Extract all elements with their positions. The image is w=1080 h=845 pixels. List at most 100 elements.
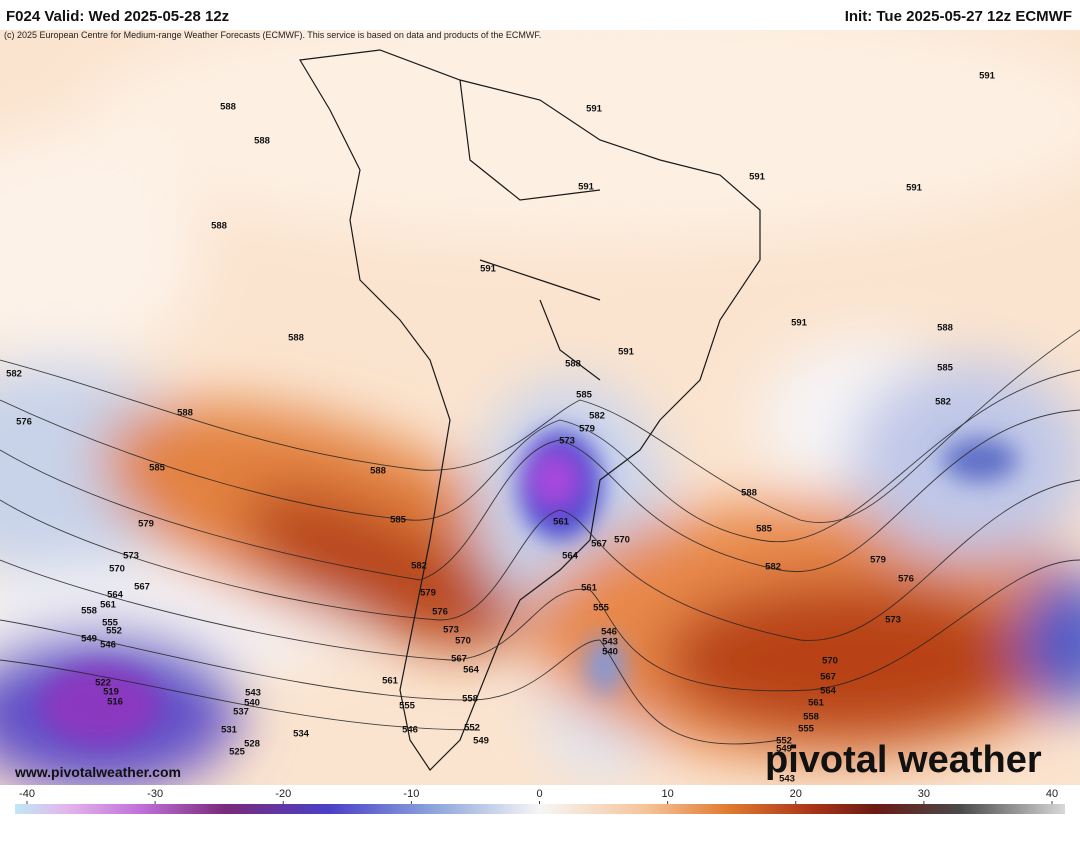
contour-label: 591 <box>578 182 595 193</box>
contour-label: 573 <box>885 615 901 626</box>
colorbar <box>15 804 1065 814</box>
contour-label: 579 <box>579 424 595 435</box>
contour-label: 576 <box>432 607 448 618</box>
contour-label: 516 <box>107 697 123 708</box>
contour-label: 591 <box>618 347 635 358</box>
contour-label: 570 <box>455 636 471 647</box>
contour-label: 582 <box>411 561 427 572</box>
colorbar-tick-label: 0 <box>536 788 542 800</box>
contour-label: 561 <box>553 517 570 528</box>
contour-label: 564 <box>820 686 837 697</box>
contour-label: 588 <box>211 221 227 232</box>
contours <box>0 329 1080 745</box>
contour-label: 561 <box>382 676 399 687</box>
contour-label: 519 <box>103 687 119 698</box>
contour-label: 543 <box>779 774 795 785</box>
contour-label: 567 <box>820 672 836 683</box>
contour-label: 555 <box>593 603 610 614</box>
contour-label: 540 <box>602 647 618 658</box>
contour-label: 582 <box>589 411 605 422</box>
contour-label: 576 <box>898 574 914 585</box>
contour-label: 570 <box>109 564 125 575</box>
contour-label: 573 <box>443 625 459 636</box>
contour-label: 552 <box>464 723 480 734</box>
contour-label: 579 <box>420 588 436 599</box>
contour-label: 540 <box>244 698 260 709</box>
contour-label: 546 <box>601 627 617 638</box>
contour-label: 591 <box>586 104 603 115</box>
colorbar-tick-label: -10 <box>403 788 419 800</box>
contour-label: 543 <box>245 688 261 699</box>
colorbar-ticks: -40 -30 -20 -10 0 10 20 30 40 <box>19 788 1058 804</box>
contour-label: 588 <box>741 488 757 499</box>
contour-label: 588 <box>565 359 581 370</box>
contour-label: 558 <box>81 606 97 617</box>
contour-label: 555 <box>399 701 416 712</box>
contour-label: 531 <box>221 725 238 736</box>
colorbar-tick-label: 20 <box>790 788 802 800</box>
contour-label: 552 <box>106 626 122 637</box>
contour-label: 588 <box>254 136 270 147</box>
contour-label: 585 <box>937 363 954 374</box>
init-time: Init: Tue 2025-05-27 12z ECMWF <box>844 8 1072 25</box>
contour-label: 543 <box>602 637 618 648</box>
contour-label: 564 <box>107 590 124 601</box>
contour-label: 582 <box>935 397 951 408</box>
contour-label: 567 <box>134 582 150 593</box>
contour-label: 558 <box>462 694 478 705</box>
logo: pivotal weather <box>765 739 1042 781</box>
contour-label: 591 <box>979 71 996 82</box>
contour-label: 570 <box>614 535 630 546</box>
contour-label: 561 <box>808 698 825 709</box>
contour-label: 585 <box>149 463 166 474</box>
credit: (c) 2025 European Centre for Medium-rang… <box>4 30 542 40</box>
colorbar-tick-label: 30 <box>918 788 930 800</box>
contour-label: 561 <box>100 600 117 611</box>
contour-label: 591 <box>749 172 766 183</box>
contour-label: 579 <box>870 555 886 566</box>
contour-label: 564 <box>463 665 480 676</box>
contour-label: 570 <box>822 656 838 667</box>
contour-label: 555 <box>798 724 815 735</box>
colorbar-tick-label: -40 <box>19 788 35 800</box>
contour-label: 567 <box>451 654 467 665</box>
contour-label: 549 <box>473 736 489 747</box>
contour-label: 591 <box>906 183 923 194</box>
contour-label: 585 <box>756 524 773 535</box>
contour-label: 564 <box>562 551 579 562</box>
colorbar-tick-label: -20 <box>275 788 291 800</box>
colorbar-tick-label: -30 <box>147 788 163 800</box>
contour-label: 522 <box>95 678 111 689</box>
contour-label: 555 <box>102 618 119 629</box>
contour-label: 576 <box>16 417 32 428</box>
contour-label: 549 <box>81 634 97 645</box>
contour-label: 591 <box>791 318 808 329</box>
contour-label: 534 <box>293 729 310 740</box>
contour-label: 567 <box>591 539 607 550</box>
contour-label: 525 <box>229 747 246 758</box>
contour-labels: 5885885885885885825765855795735705675645… <box>6 71 996 785</box>
contour-label: 588 <box>288 333 304 344</box>
contour-label: 561 <box>581 583 598 594</box>
contour-label: 528 <box>244 739 260 750</box>
contour-label: 552 <box>776 736 792 747</box>
contour-label: 573 <box>559 436 575 447</box>
site-url: www.pivotalweather.com <box>14 764 181 780</box>
valid-time: F024 Valid: Wed 2025-05-28 12z <box>6 8 230 25</box>
colorbar-tick-label: 40 <box>1046 788 1058 800</box>
contour-label: 588 <box>220 102 236 113</box>
contour-label: 582 <box>765 562 781 573</box>
contour-label: 573 <box>123 551 139 562</box>
contour-label: 585 <box>390 515 407 526</box>
contour-label: 537 <box>233 707 249 718</box>
contour-label: 588 <box>177 408 193 419</box>
contour-label: 591 <box>480 264 497 275</box>
colorbar-tick-label: 10 <box>662 788 674 800</box>
field: 5885885885885885825765855795735705675645… <box>0 30 1080 785</box>
contour-label: 558 <box>803 712 819 723</box>
contour-label: 549 <box>776 744 792 755</box>
contour-label: 585 <box>576 390 593 401</box>
contour-label: 588 <box>937 323 953 334</box>
